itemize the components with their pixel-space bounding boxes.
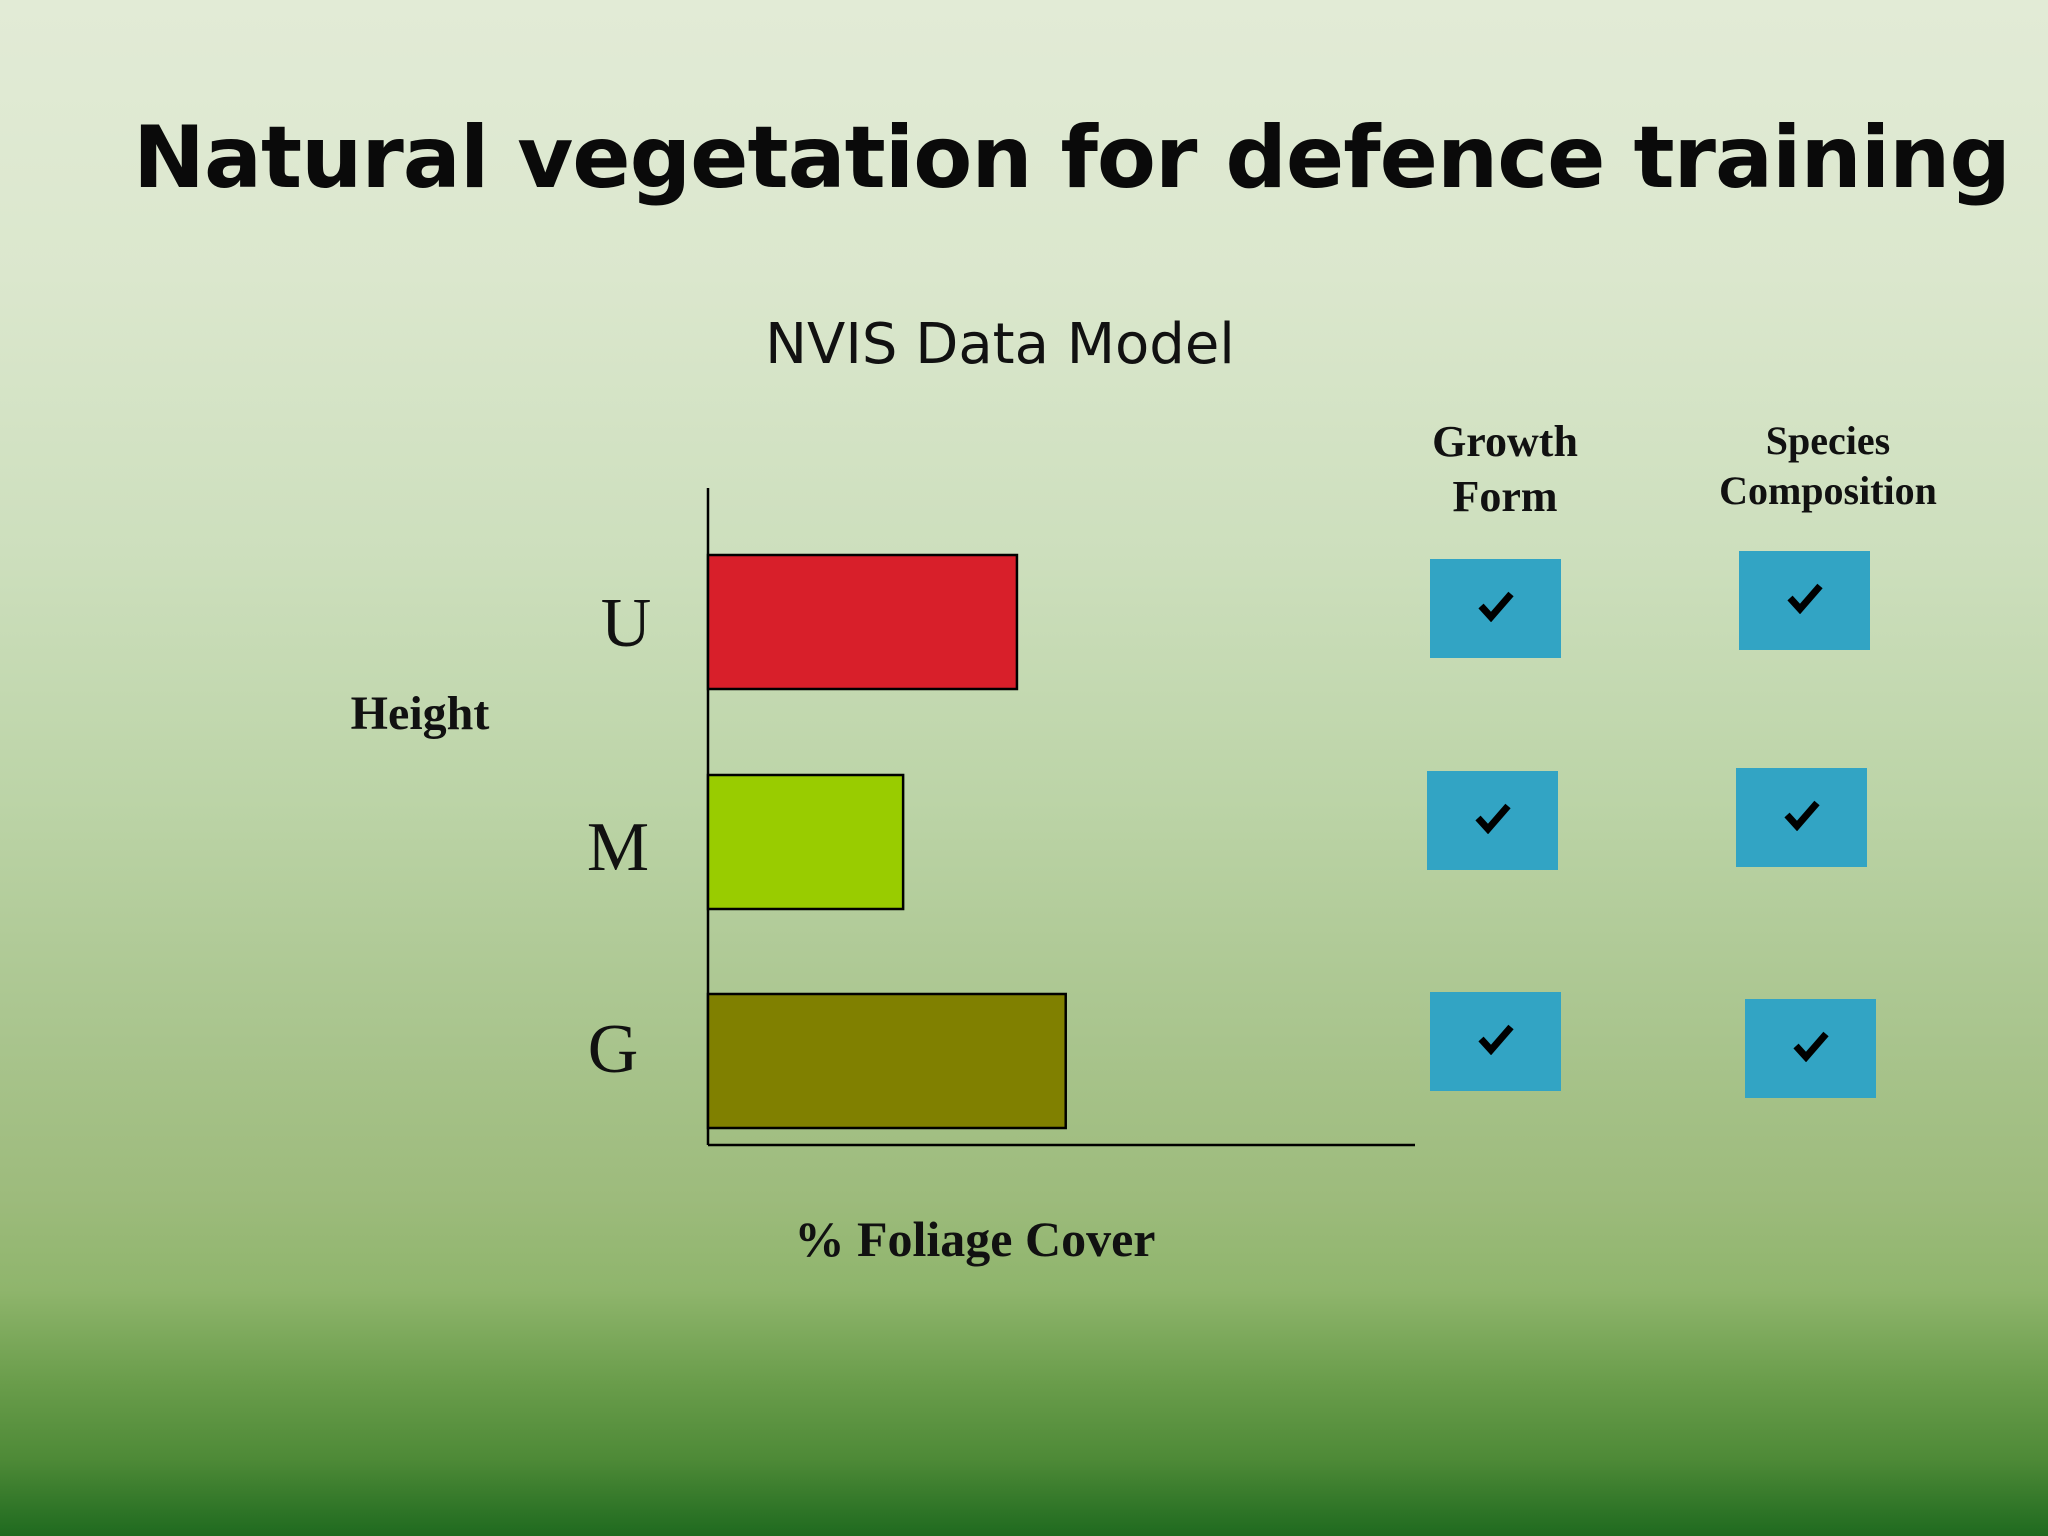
bar-m — [706, 773, 905, 911]
growth-form-check-g — [1430, 992, 1561, 1091]
check-icon — [1783, 799, 1820, 836]
species-composition-check-g — [1745, 999, 1876, 1098]
species-composition-column-header: Species Composition — [1719, 418, 1937, 513]
slide-title: Natural vegetation for defence training — [133, 108, 2011, 208]
species-composition-check-u — [1739, 551, 1870, 650]
bar-g — [706, 992, 1067, 1130]
category-label-u: U — [600, 585, 652, 662]
growth-form-check-u — [1430, 559, 1561, 658]
slide-subtitle: NVIS Data Model — [765, 312, 1235, 377]
category-label-m: M — [586, 809, 650, 886]
category-label-g: G — [587, 1011, 639, 1088]
check-icon — [1792, 1030, 1829, 1067]
species-composition-check-m — [1736, 768, 1867, 867]
check-icon — [1786, 582, 1823, 619]
growth-form-check-m — [1427, 771, 1558, 870]
x-axis-label: % Foliage Cover — [794, 1211, 1156, 1267]
growth-form-column-header: Growth Form — [1432, 417, 1578, 521]
check-icon — [1477, 590, 1514, 627]
y-axis-label: Height — [350, 687, 490, 740]
check-icon — [1477, 1023, 1514, 1060]
bar-u — [706, 553, 1019, 691]
check-icon — [1474, 802, 1511, 839]
